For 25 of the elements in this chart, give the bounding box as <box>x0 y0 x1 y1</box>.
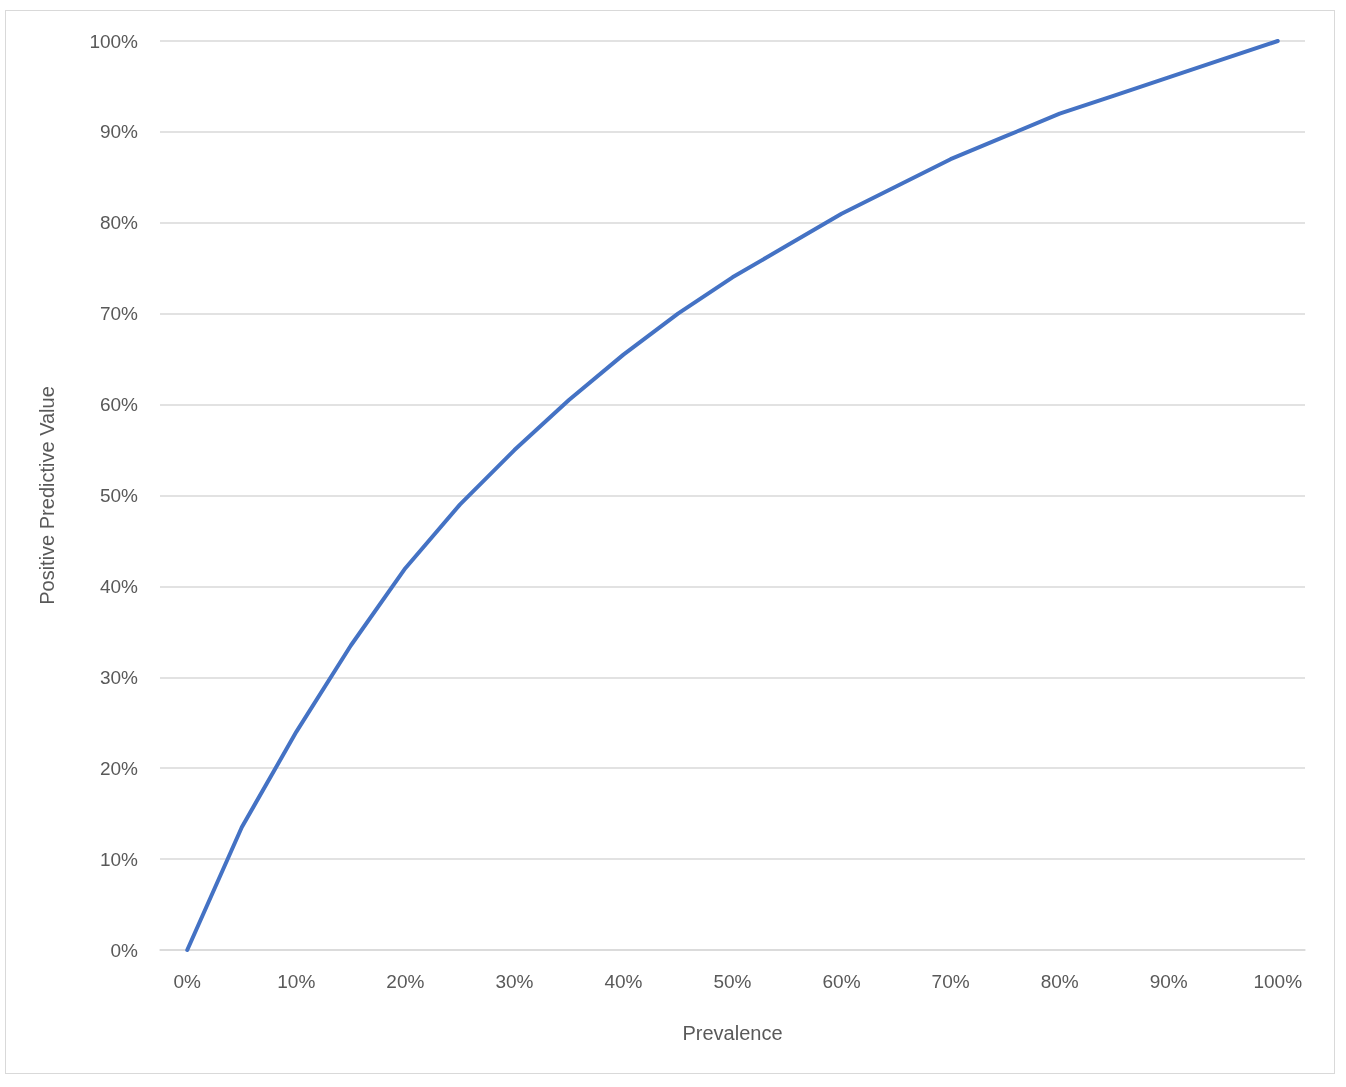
y-tick-label: 10% <box>99 848 139 870</box>
y-tick-label: 0% <box>110 939 139 961</box>
y-tick-label: 20% <box>99 757 139 779</box>
x-tick-label: 60% <box>822 971 861 992</box>
x-tick-label: 30% <box>495 971 534 992</box>
x-axis-title: Prevalence <box>682 1022 783 1044</box>
y-tick-label: 80% <box>99 212 139 234</box>
y-tick-label: 60% <box>99 394 139 416</box>
y-tick-label: 90% <box>99 121 139 143</box>
x-tick-label: 90% <box>1149 971 1188 992</box>
x-tick-label: 80% <box>1040 971 1079 992</box>
y-tick-label: 70% <box>99 303 139 325</box>
x-tick-label: 0% <box>173 971 202 992</box>
x-tick-label: 100% <box>1253 971 1303 992</box>
x-tick-label: 20% <box>386 971 425 992</box>
x-tick-label: 50% <box>713 971 752 992</box>
x-tick-label: 40% <box>604 971 643 992</box>
y-tick-label: 30% <box>99 666 139 688</box>
y-tick-label: 100% <box>89 30 139 52</box>
line-series <box>185 39 1280 952</box>
y-axis-title: Positive Predictive Value <box>36 386 58 605</box>
x-tick-label: 10% <box>277 971 316 992</box>
y-tick-label: 40% <box>99 575 139 597</box>
x-tick-label: 70% <box>931 971 970 992</box>
y-tick-label: 50% <box>99 485 139 506</box>
